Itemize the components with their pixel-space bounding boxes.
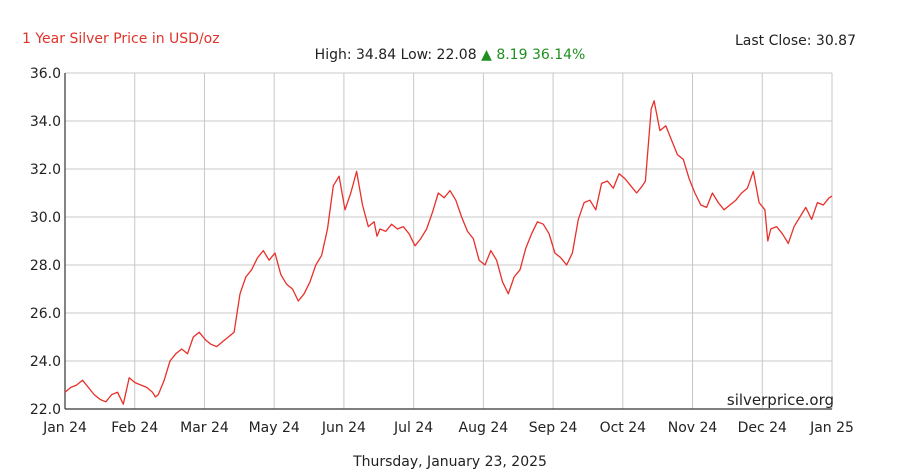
y-tick-label: 26.0	[30, 306, 61, 322]
change-up-arrow-icon: ▲	[481, 47, 492, 63]
high-label: High: 34.84	[314, 47, 397, 63]
price-stats: High: 34.84 Low: 22.08 ▲ 8.19 36.14%	[0, 47, 900, 63]
y-tick-label: 30.0	[30, 210, 61, 226]
x-tick-label: Oct 24	[600, 420, 647, 436]
chart-title: 1 Year Silver Price in USD/oz	[22, 31, 220, 47]
x-tick-label: Jan 25	[809, 420, 854, 436]
x-tick-label: Mar 24	[180, 420, 229, 436]
x-tick-label: Jun 24	[321, 420, 366, 436]
change-value: 8.19	[496, 47, 528, 63]
x-tick-label: Aug 24	[459, 420, 509, 436]
x-tick-label: Sep 24	[529, 420, 578, 436]
x-tick-label: Nov 24	[668, 420, 718, 436]
y-tick-label: 22.0	[30, 402, 61, 418]
low-label: Low: 22.08	[400, 47, 477, 63]
date-label: Thursday, January 23, 2025	[353, 454, 547, 470]
silver-price-line	[64, 100, 833, 405]
x-tick-label: Dec 24	[738, 420, 787, 436]
x-tick-label: Jan 24	[42, 420, 87, 436]
last-close-label: Last Close: 30.87	[735, 33, 856, 49]
y-tick-label: 32.0	[30, 162, 61, 178]
y-tick-label: 24.0	[30, 354, 61, 370]
y-tick-label: 34.0	[30, 114, 61, 130]
x-tick-label: Jul 24	[393, 420, 433, 436]
x-tick-label: May 24	[249, 420, 300, 436]
watermark-label: silverprice.org	[726, 391, 834, 409]
change-percent: 36.14%	[531, 47, 586, 63]
x-tick-label: Feb 24	[111, 420, 158, 436]
y-tick-label: 36.0	[30, 66, 61, 82]
y-tick-label: 28.0	[30, 258, 61, 274]
